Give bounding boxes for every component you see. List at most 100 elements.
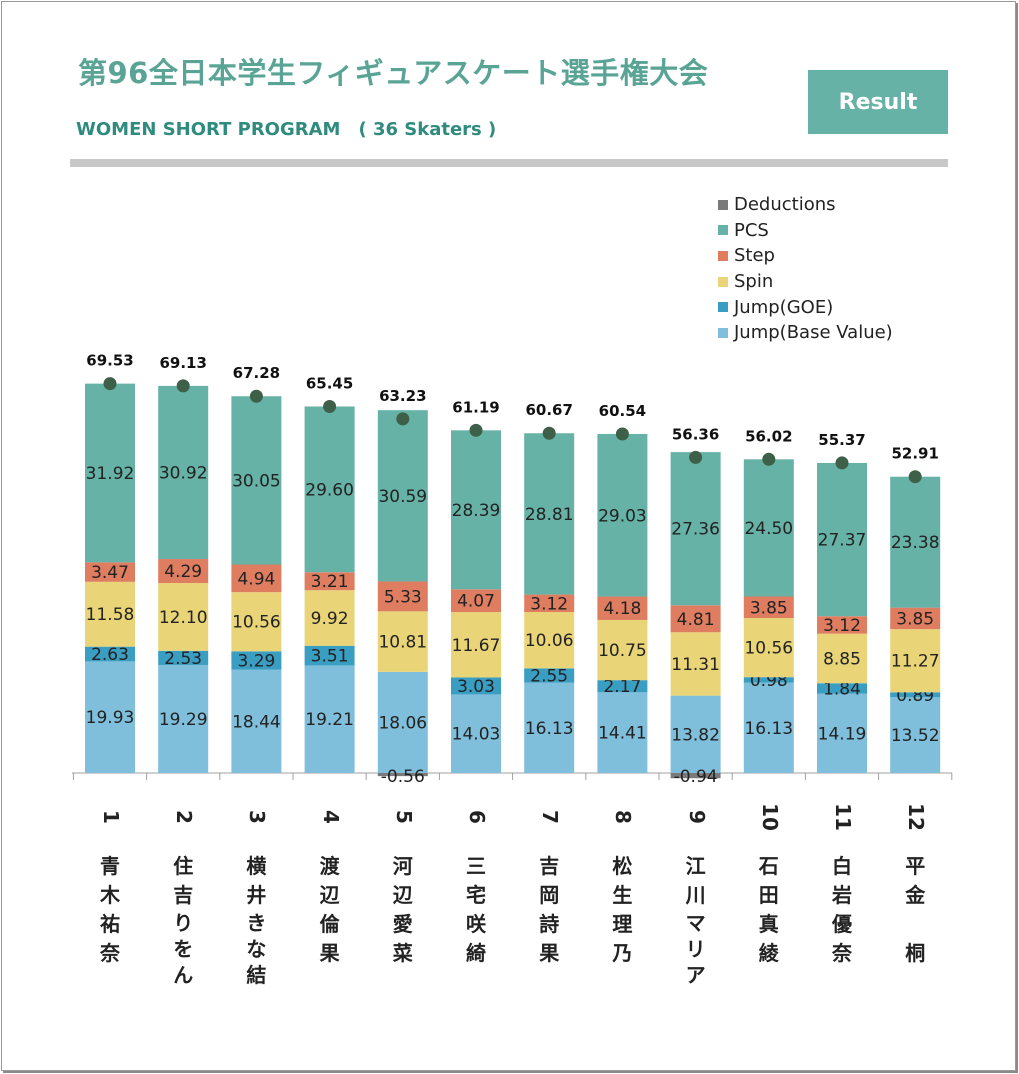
bar-segment-pcs bbox=[817, 462, 867, 617]
skater-name-char: 綺 bbox=[466, 941, 486, 965]
segment-value-label: 2.63 bbox=[91, 645, 129, 665]
segment-value-label: 27.37 bbox=[818, 531, 867, 551]
bar-segment-jump-goe bbox=[85, 646, 135, 662]
skater-name-char: 木 bbox=[100, 883, 120, 907]
total-score-label: 60.54 bbox=[599, 402, 646, 420]
total-score-marker bbox=[176, 379, 190, 393]
segment-value-label: 10.56 bbox=[232, 613, 281, 633]
segment-value-label: 18.44 bbox=[232, 712, 281, 732]
skater-name-char: 果 bbox=[319, 941, 340, 965]
segment-value-label: 4.81 bbox=[677, 610, 715, 630]
segment-value-label: 11.67 bbox=[452, 636, 501, 656]
segment-value-label: 11.27 bbox=[891, 652, 940, 672]
skater-rank: 1 bbox=[99, 810, 123, 824]
segment-value-label: 2.53 bbox=[164, 649, 202, 669]
page-title: 第96全日本学生フィギュアスケート選手権大会 bbox=[78, 56, 709, 90]
bar-segment-jump-base bbox=[85, 661, 135, 773]
bar-segment-pcs bbox=[890, 476, 941, 608]
skater-name-char: 果 bbox=[539, 941, 560, 965]
skater-name-char: 綾 bbox=[758, 941, 779, 965]
skater-name-char: 青 bbox=[100, 854, 120, 878]
bar-segment-jump-base bbox=[231, 669, 282, 773]
bar-segment-step bbox=[743, 596, 794, 619]
segment-value-label: 14.41 bbox=[598, 724, 647, 744]
segment-value-label: 16.13 bbox=[744, 719, 793, 739]
skater-label: 11 白岩優奈 bbox=[822, 803, 862, 968]
skater-rank: 11 bbox=[831, 803, 855, 831]
bar-segment-spin bbox=[743, 618, 794, 678]
bar-segment-spin bbox=[85, 581, 135, 647]
skater-rank: 8 bbox=[611, 810, 636, 824]
skater-name-kana: な bbox=[246, 937, 267, 961]
bar-segment-spin bbox=[670, 632, 721, 696]
bar-segment-spin bbox=[817, 633, 867, 684]
skater-name-char: 河 bbox=[392, 854, 413, 878]
total-score-marker bbox=[615, 427, 629, 441]
total-score-marker bbox=[469, 423, 483, 437]
total-score-label: 69.13 bbox=[159, 354, 206, 372]
legend-item-jump-base: Jump(Base Value) bbox=[718, 320, 893, 346]
total-score-marker bbox=[835, 456, 849, 470]
bar-segment-jump-goe bbox=[451, 677, 501, 695]
deduction-value-label: -0.56 bbox=[381, 767, 425, 787]
total-score-label: 55.37 bbox=[818, 431, 865, 449]
bar-segment-jump-base bbox=[158, 664, 209, 773]
segment-value-label: 3.12 bbox=[530, 594, 568, 614]
skater-name-kana: マ bbox=[685, 911, 706, 935]
segment-value-label: 3.12 bbox=[823, 616, 861, 636]
skater-name-char: 宅 bbox=[466, 883, 486, 907]
skater-name-char: 吉 bbox=[539, 854, 560, 878]
bar-segment-step bbox=[85, 562, 135, 582]
total-score-marker bbox=[542, 426, 556, 440]
segment-value-label: 10.06 bbox=[525, 631, 574, 651]
legend-swatch-jump-goe bbox=[718, 302, 728, 313]
legend-swatch-jump-base bbox=[718, 327, 728, 338]
segment-value-label: 30.59 bbox=[378, 487, 427, 507]
skater-name-char: 吉 bbox=[173, 883, 194, 907]
bar-segment-jump-goe bbox=[743, 677, 794, 683]
bar-segment-step bbox=[670, 605, 721, 633]
bar-segment-jump-base bbox=[304, 665, 355, 773]
legend-swatch-step bbox=[718, 250, 728, 261]
segment-value-label: 24.50 bbox=[744, 519, 793, 539]
skater-rank: 5 bbox=[391, 810, 416, 824]
bar-segment-step bbox=[890, 607, 941, 630]
bar-segment-jump-base bbox=[524, 682, 575, 773]
skater-name-char: 乃 bbox=[612, 941, 633, 965]
bar-segment-pcs bbox=[451, 430, 501, 590]
legend-label-jump-base: Jump(Base Value) bbox=[734, 322, 893, 344]
segment-value-label: 27.36 bbox=[671, 520, 720, 540]
skater-name-char: 渡 bbox=[319, 854, 340, 878]
result-button[interactable]: Result bbox=[808, 70, 948, 134]
bar-segment-jump-goe bbox=[890, 692, 941, 698]
segment-value-label: 14.03 bbox=[452, 725, 501, 745]
segment-value-label: 4.29 bbox=[164, 562, 202, 582]
segment-value-label: 3.51 bbox=[311, 647, 349, 667]
skater-label: 8 松生理乃 bbox=[602, 806, 642, 968]
skater-name-char: りをん bbox=[163, 910, 203, 988]
total-score-label: 65.45 bbox=[306, 374, 353, 392]
bar-segment-pcs bbox=[524, 433, 575, 595]
skater-name-char: 祐 bbox=[100, 912, 120, 936]
segment-value-label: 9.92 bbox=[311, 609, 349, 629]
segment-value-label: 19.93 bbox=[86, 708, 135, 728]
total-score-marker bbox=[103, 377, 117, 391]
skater-name-kana: き bbox=[246, 911, 267, 935]
skater-name-kana: ん bbox=[173, 963, 194, 987]
bar-segment-jump-base bbox=[451, 694, 501, 773]
skater-rank: 7 bbox=[538, 810, 563, 824]
deduction-value-label: -0.94 bbox=[674, 767, 718, 787]
bar-segment-step bbox=[158, 559, 209, 584]
segment-value-label: 1.84 bbox=[823, 679, 861, 699]
bar-segment-pcs bbox=[670, 452, 721, 606]
skater-name-char: マリア bbox=[676, 910, 716, 988]
skater-name-kana: 結 bbox=[246, 963, 267, 987]
total-score-label: 63.23 bbox=[379, 387, 426, 405]
skater-rank: 9 bbox=[684, 810, 709, 824]
skater-name-char: 横 bbox=[246, 854, 267, 878]
segment-value-label: 10.81 bbox=[378, 633, 427, 653]
legend-item-step: Step bbox=[718, 243, 893, 269]
segment-value-label: 30.92 bbox=[159, 463, 208, 483]
bar-segment-step bbox=[817, 616, 867, 634]
